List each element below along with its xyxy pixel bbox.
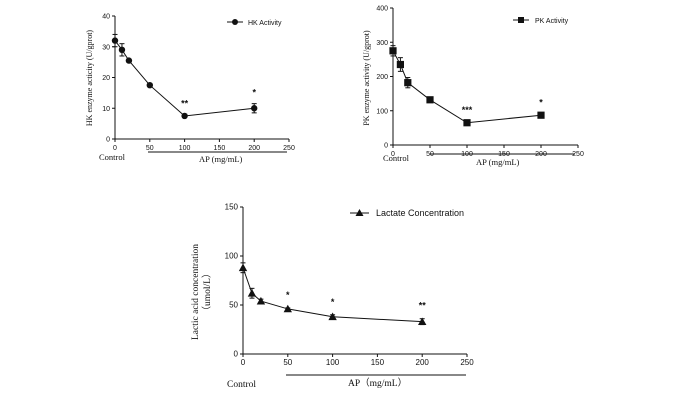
pk-legend-marker xyxy=(518,17,524,23)
pk-y-tick-label: 400 xyxy=(376,6,388,13)
pk-significance-mark: * xyxy=(539,97,543,107)
lactate-significance-mark: * xyxy=(331,297,335,307)
lactate-x-tick-label: 150 xyxy=(371,358,385,367)
lactate-significance-mark: ** xyxy=(419,301,427,311)
pk-y-tick-label: 200 xyxy=(376,74,388,81)
lactate-control-label: Control xyxy=(227,380,256,390)
pk-y-label: PK enzyme activity (U/gprot) xyxy=(362,30,371,126)
lactate-y-tick-label: 100 xyxy=(225,252,239,261)
hk-y-tick-label: 30 xyxy=(102,44,110,51)
hk-legend-label: HK Activity xyxy=(248,20,282,27)
hk-data-point xyxy=(146,81,153,89)
lactate-y-tick-label: 50 xyxy=(229,301,238,310)
chart-hk: 0 10 20 30 40 0 50 100 150 200 250 HK enzyme acti… xyxy=(85,14,295,165)
pk-y-tick-label: 300 xyxy=(376,40,388,47)
pk-significance-mark: *** xyxy=(462,105,473,115)
pk-data-point xyxy=(426,96,434,104)
hk-x-label: AP (mg/mL) xyxy=(199,154,243,164)
lactate-data-point xyxy=(256,296,266,305)
lactate-x-label: AP（mg/mL） xyxy=(348,377,407,389)
hk-significance-mark: * xyxy=(252,88,256,98)
lactate-data-point xyxy=(247,289,257,297)
pk-legend-label: PK Activity xyxy=(535,18,569,25)
hk-x-tick-label: 100 xyxy=(179,145,191,152)
lactate-significance-mark: * xyxy=(286,290,290,300)
hk-y-label: HK enzyme acticity (U/gprot) xyxy=(85,30,94,127)
lactate-x-tick-label: 100 xyxy=(326,358,340,367)
lactate-data-point xyxy=(418,317,427,326)
hk-x-tick-label: 200 xyxy=(248,145,260,152)
lactate-y-tick-label: 0 xyxy=(234,350,239,359)
hk-data-point xyxy=(181,112,188,120)
pk-data-point xyxy=(396,60,404,69)
lactate-series-line xyxy=(242,267,423,323)
lactate-y-label-line1: Lactic acid concentration xyxy=(191,244,201,340)
pk-control-label: Control xyxy=(383,153,410,163)
lactate-y-label-line2: （umol/L） xyxy=(201,269,213,316)
pk-x-tick-label: 250 xyxy=(572,151,584,158)
lactate-x-tick-label: 0 xyxy=(241,358,246,367)
pk-data-point xyxy=(404,79,412,87)
lactate-y-tick-label: 150 xyxy=(225,203,239,212)
pk-data-point xyxy=(463,119,471,127)
hk-control-label: Control xyxy=(99,152,126,162)
pk-x-label: AP (mg/mL) xyxy=(476,157,520,167)
lactate-x-tick-label: 200 xyxy=(416,358,430,367)
hk-y-tick-label: 0 xyxy=(106,137,110,144)
hk-significance-mark: ** xyxy=(181,98,189,108)
lactate-legend-marker xyxy=(355,209,364,216)
hk-data-point xyxy=(111,37,119,44)
pk-data-point xyxy=(537,111,545,119)
hk-data-point xyxy=(251,105,258,112)
hk-x-tick-label: 50 xyxy=(146,145,154,152)
lactate-data-point xyxy=(238,263,248,272)
lactate-data-point xyxy=(283,304,292,313)
hk-x-tick-label: 250 xyxy=(283,145,295,152)
chart-lactate: 0 50 100 150 0 50 100 150 200 250 Lactic acid co… xyxy=(191,203,474,391)
pk-y-tick-label: 100 xyxy=(376,108,388,115)
lactate-data-point xyxy=(328,312,337,321)
pk-data-point xyxy=(389,47,397,55)
lactate-legend-label: Lactate Concentration xyxy=(376,208,464,218)
hk-x-tick-label: 150 xyxy=(214,145,226,152)
lactate-x-tick-label: 250 xyxy=(460,358,474,367)
hk-y-tick-label: 10 xyxy=(102,106,110,113)
hk-y-tick-label: 20 xyxy=(102,75,110,82)
lactate-x-tick-label: 50 xyxy=(283,358,292,367)
pk-x-tick-label: 0 xyxy=(391,151,395,158)
pk-y-tick-label: 0 xyxy=(384,143,388,150)
hk-data-point xyxy=(118,46,126,54)
hk-x-tick-label: 0 xyxy=(113,145,117,152)
hk-data-point xyxy=(125,57,133,64)
hk-y-tick-label: 40 xyxy=(102,14,110,21)
